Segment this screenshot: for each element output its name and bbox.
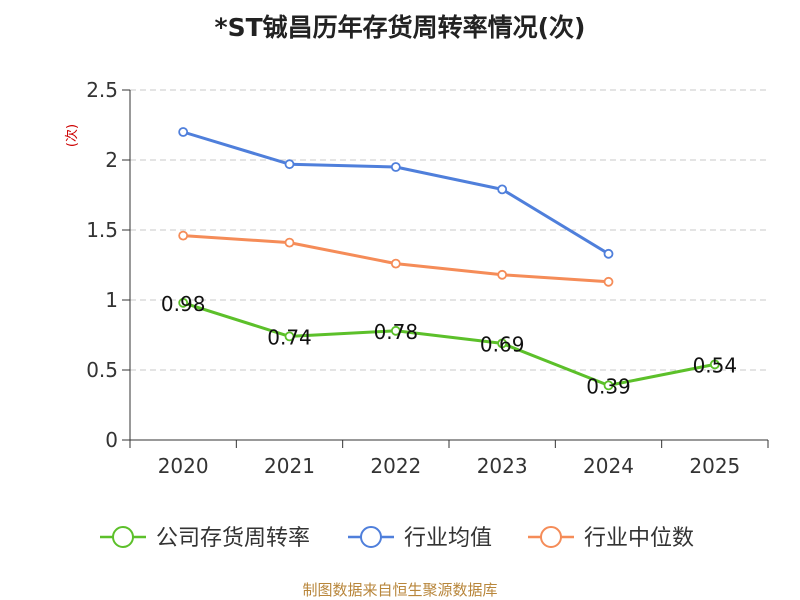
series-2-point: [178, 127, 189, 137]
chart-title: *ST铖昌历年存货周转率情况(次): [214, 13, 586, 42]
data-label: 0.54: [693, 353, 738, 377]
legend-label: 行业均值: [404, 526, 492, 551]
data-label: 0.74: [267, 325, 312, 349]
y-tick-label: 2.5: [86, 78, 118, 102]
y-tick-label: 1: [105, 288, 118, 312]
legend-label: 公司存货周转率: [156, 526, 310, 551]
data-label: 0.78: [374, 320, 419, 344]
series-line-1: [182, 301, 716, 387]
series-1-point: [497, 338, 508, 349]
data-label: 0.69: [480, 332, 525, 356]
y-tick-label: 0.5: [86, 358, 118, 382]
data-label: 0.98: [161, 292, 206, 316]
series-3-point: [178, 230, 189, 241]
x-tick-label: 2021: [264, 454, 315, 478]
series-3-point: [284, 237, 295, 248]
legend-marker: [360, 526, 382, 548]
legend-marker: [112, 526, 134, 548]
series-2-point: [497, 184, 508, 195]
x-tick-label: 2024: [583, 454, 634, 478]
series-1-point: [284, 331, 295, 342]
series-1-point: [178, 297, 189, 308]
series-3-point: [603, 276, 614, 287]
series-3-point: [497, 269, 508, 280]
series-1-point: [709, 359, 720, 370]
legend-label: 行业中位数: [584, 526, 694, 551]
legend-marker: [540, 526, 562, 548]
series-2-point: [390, 162, 401, 172]
series-3-point: [390, 258, 401, 269]
x-tick-label: 2020: [158, 454, 209, 478]
y-tick-label: 0: [105, 428, 118, 452]
y-tick-label: 2: [105, 148, 118, 172]
x-tick-label: 2023: [477, 454, 528, 478]
series-1-point: [390, 325, 401, 336]
x-tick-label: 2025: [689, 454, 740, 478]
series-2-point: [603, 248, 614, 259]
series-2-point: [284, 159, 295, 170]
x-tick-label: 2022: [370, 454, 421, 478]
data-label: 0.39: [586, 374, 631, 398]
source-note: 制图数据来自恒生聚源数据库: [302, 581, 498, 599]
series-line-2: [182, 130, 610, 256]
y-tick-label: 1.5: [86, 218, 118, 242]
series-1-point: [603, 380, 614, 391]
